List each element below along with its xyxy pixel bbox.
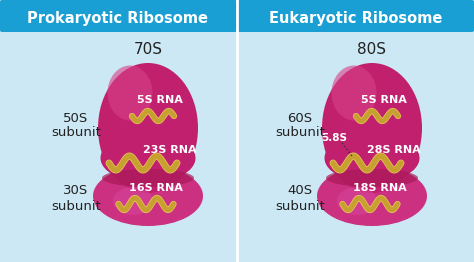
Ellipse shape: [322, 63, 422, 193]
Text: Prokaryotic Ribosome: Prokaryotic Ribosome: [27, 10, 209, 25]
Text: 18S RNA: 18S RNA: [353, 183, 407, 193]
Ellipse shape: [113, 187, 153, 215]
Text: 60S: 60S: [287, 112, 312, 124]
Text: 40S: 40S: [287, 184, 312, 198]
Ellipse shape: [337, 187, 377, 215]
Text: 70S: 70S: [134, 42, 163, 57]
FancyBboxPatch shape: [237, 0, 474, 32]
Text: 30S: 30S: [64, 184, 89, 198]
Text: subunit: subunit: [275, 127, 325, 139]
Ellipse shape: [100, 133, 195, 183]
Text: 16S RNA: 16S RNA: [129, 183, 183, 193]
Text: subunit: subunit: [275, 199, 325, 212]
FancyBboxPatch shape: [0, 0, 237, 32]
Text: 80S: 80S: [357, 42, 386, 57]
Ellipse shape: [102, 169, 194, 187]
Ellipse shape: [331, 66, 376, 121]
Text: 5S RNA: 5S RNA: [137, 95, 183, 105]
Ellipse shape: [326, 169, 418, 187]
Ellipse shape: [325, 133, 419, 183]
Ellipse shape: [317, 166, 427, 226]
Ellipse shape: [98, 63, 198, 193]
Ellipse shape: [93, 166, 203, 226]
Text: 28S RNA: 28S RNA: [367, 145, 421, 155]
Text: 23S RNA: 23S RNA: [143, 145, 197, 155]
Text: 5.8S: 5.8S: [321, 133, 347, 143]
Text: Eukaryotic Ribosome: Eukaryotic Ribosome: [269, 10, 443, 25]
Text: subunit: subunit: [51, 127, 101, 139]
Text: subunit: subunit: [51, 199, 101, 212]
Text: 50S: 50S: [64, 112, 89, 124]
Ellipse shape: [108, 66, 153, 121]
Text: 5S RNA: 5S RNA: [361, 95, 407, 105]
